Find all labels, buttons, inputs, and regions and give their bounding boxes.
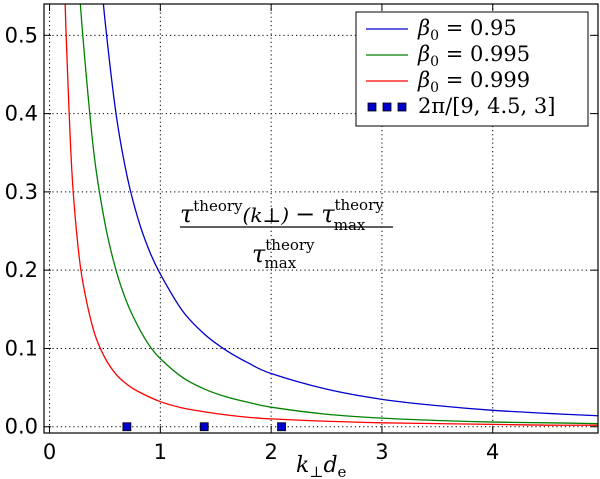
x-tick-label-0: 0 — [43, 440, 56, 464]
legend-beta-1: β — [417, 42, 430, 66]
theory-3: theory — [265, 236, 315, 254]
x-label-perp: ⊥ — [309, 463, 323, 479]
legend-value-2: = 0.999 — [439, 68, 530, 92]
legend-value-0: = 0.95 — [439, 16, 517, 40]
legend-marker-2 — [397, 102, 407, 112]
y-tick-label-5: 0.5 — [5, 23, 38, 47]
theory-2: theory — [334, 196, 384, 214]
formula-denominator: τtheory max — [252, 236, 315, 272]
legend-marker-1 — [382, 102, 392, 112]
series-line-2 — [64, 4, 598, 426]
x-tick-label-4: 4 — [486, 440, 499, 464]
x-tick-label-1: 1 — [154, 440, 167, 464]
x-tick-label-2: 2 — [264, 440, 277, 464]
y-tick-label-3: 0.3 — [5, 180, 38, 204]
x-label-e: e — [338, 463, 347, 479]
kperp-arg: (k⊥) — [243, 203, 290, 227]
formula-numerator: τtheory(k⊥) − τtheory max — [180, 196, 384, 234]
formula-annotation: τtheory(k⊥) − τtheory max τtheory max — [180, 196, 393, 272]
plot-frame — [43, 3, 599, 434]
legend-sub-0: 0 — [430, 28, 439, 44]
legend-beta-0: β — [417, 16, 430, 40]
marker-group — [122, 422, 286, 432]
tau-2: τ — [321, 200, 335, 228]
series-line-1 — [79, 4, 598, 425]
legend-label-1: β0 = 0.995 — [417, 42, 530, 70]
marker-point-2 — [277, 422, 286, 432]
max-2: max — [334, 216, 366, 234]
axes-group: 0 1 2 3 4 0.0 0.1 0.2 0.3 0.4 0.5 — [5, 3, 599, 464]
minus-sign: − — [295, 200, 315, 228]
tau-3: τ — [252, 240, 266, 268]
x-label-k: k — [296, 453, 309, 478]
legend-sub-2: 0 — [430, 80, 439, 96]
tau-1: τ — [180, 200, 194, 228]
y-tick-label-1: 0.1 — [5, 336, 38, 360]
legend-box — [355, 11, 589, 127]
legend-value-1: = 0.995 — [439, 42, 530, 66]
legend-sub-1: 0 — [430, 54, 439, 70]
x-tick-label-3: 3 — [375, 440, 388, 464]
x-label-d: d — [323, 453, 337, 478]
y-tick-label-2: 0.2 — [5, 258, 38, 282]
y-tick-label-0: 0.0 — [5, 415, 38, 439]
series-line-0 — [102, 4, 598, 417]
x-axis-label: k⊥de — [296, 453, 347, 479]
marker-point-1 — [199, 422, 209, 432]
max-3: max — [265, 254, 297, 272]
legend-marker-label: 2π/[9, 4.5, 3] — [418, 94, 555, 118]
marker-point-0 — [122, 422, 132, 432]
legend-beta-2: β — [417, 68, 430, 92]
legend-label-2: β0 = 0.999 — [417, 68, 530, 96]
legend-marker-0 — [367, 102, 377, 112]
y-tick-label-4: 0.4 — [5, 102, 38, 126]
theory-1: theory — [193, 197, 243, 215]
legend-label-0: β0 = 0.95 — [417, 16, 517, 44]
series-group — [64, 4, 598, 426]
